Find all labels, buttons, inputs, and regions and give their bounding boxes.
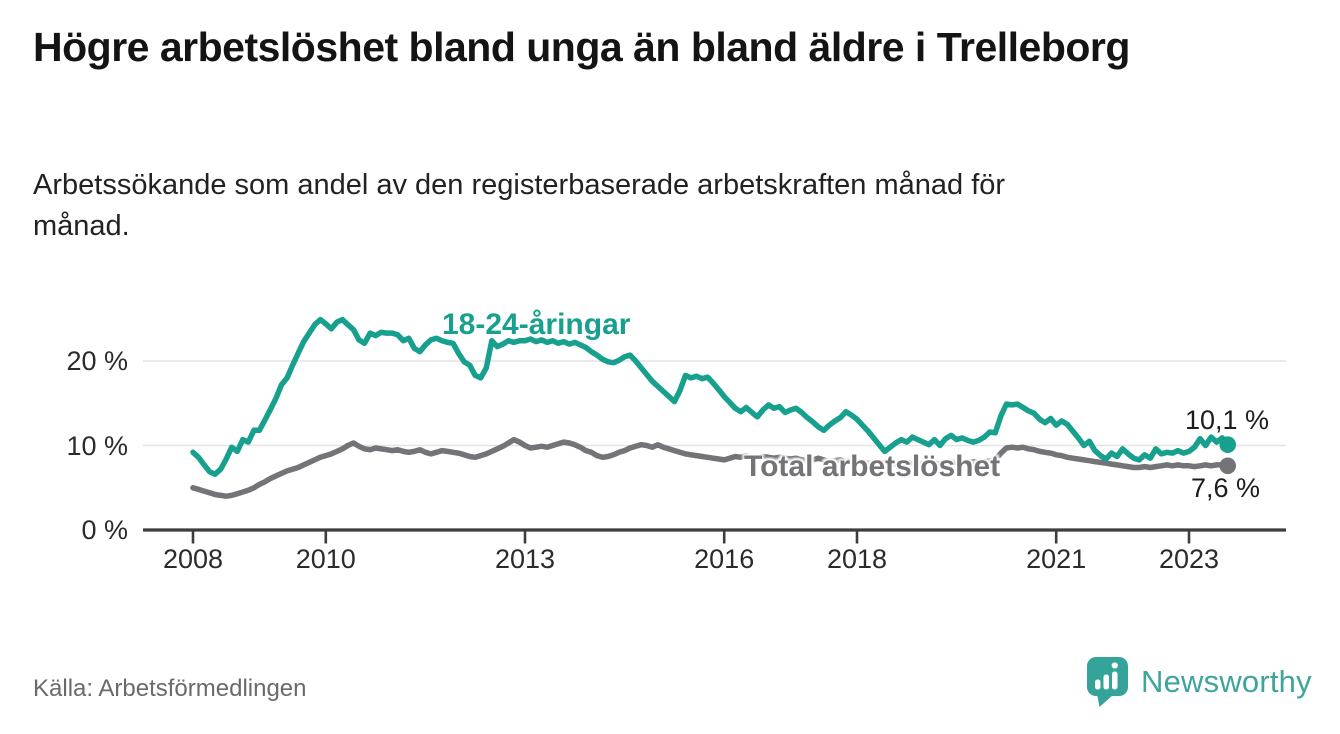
page-subtitle: Arbetssökande som andel av den registerb…	[33, 169, 1006, 243]
end-value-label-total: 7,6 %	[1191, 473, 1261, 503]
x-tick-label-2023: 2023	[1158, 544, 1220, 574]
x-tick-label-2018: 2018	[826, 544, 888, 574]
series-end-dot-1	[1219, 457, 1237, 475]
series-line-1	[190, 436, 1231, 499]
series-line-0	[190, 316, 1231, 477]
newsworthy-logo-text: Newsworthy	[1141, 664, 1312, 699]
newsworthy-logo-icon	[1087, 657, 1128, 707]
series-end-dot-0	[1219, 436, 1237, 453]
x-tick-label-2021: 2021	[1026, 544, 1087, 574]
series-label-18-24: 18-24-åringar	[442, 308, 631, 341]
end-value-label-18-24: 10,1 %	[1185, 405, 1270, 435]
y-tick-label-20: 20 %	[66, 346, 128, 376]
x-tick-label-2013: 2013	[494, 544, 556, 574]
x-tick-label-2016: 2016	[694, 544, 755, 574]
y-tick-label-0: 0 %	[81, 515, 128, 545]
page-title: Högre arbetslöshet bland unga än bland ä…	[33, 24, 1130, 70]
x-tick-label-2010: 2010	[295, 544, 356, 574]
x-tick-label-2008: 2008	[162, 544, 224, 574]
newsworthy-logo: Newsworthy	[1086, 656, 1312, 708]
series-label-total: Total arbetslöshet	[744, 450, 1001, 483]
source-note: Källa: Arbetsförmedlingen	[33, 675, 307, 702]
y-tick-label-10: 10 %	[66, 430, 128, 461]
